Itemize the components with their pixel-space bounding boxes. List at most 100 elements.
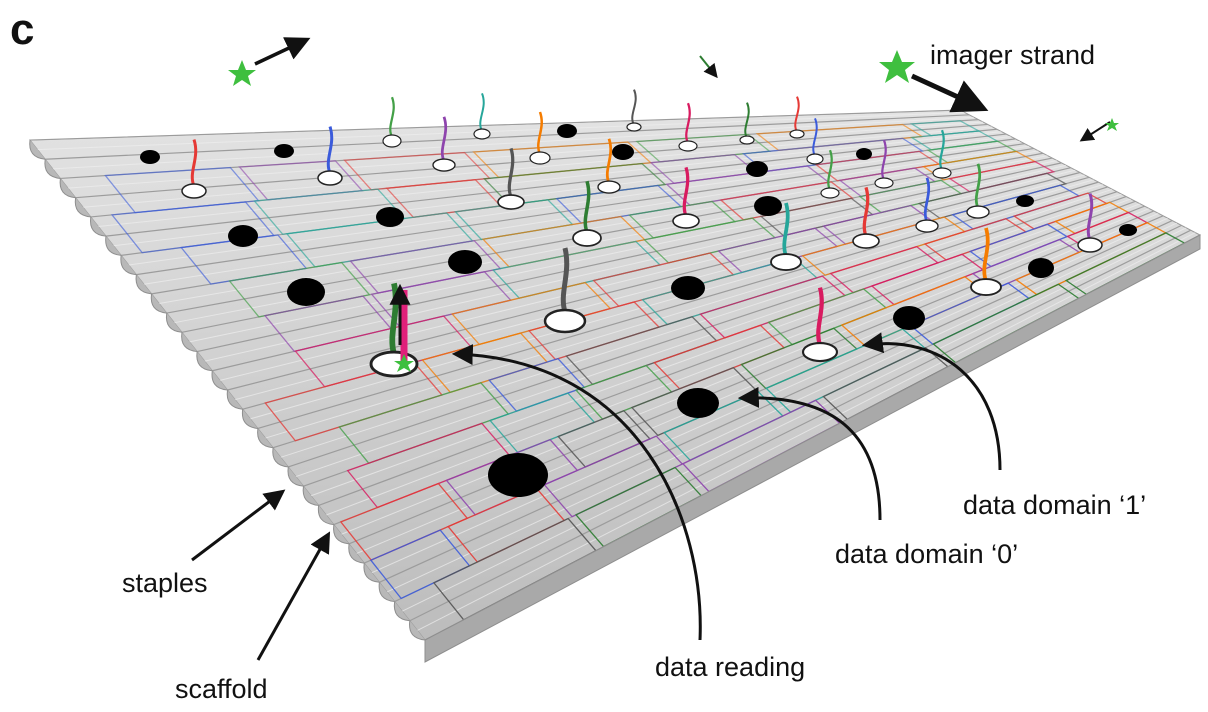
- scaffold-loop: [333, 524, 350, 545]
- data-domain-1-ring: [932, 167, 952, 179]
- data-domain-0-dot: [448, 250, 482, 274]
- data-domain-1-ring: [626, 122, 642, 132]
- callout-arrows: [191, 332, 1002, 661]
- docking-strand: [560, 247, 570, 313]
- scaffold-loop: [272, 447, 289, 468]
- helix-highlight: [310, 198, 1131, 497]
- docking-strand: [1086, 193, 1094, 241]
- scaffold-loop: [150, 293, 167, 314]
- label-data-domain-1: data domain ‘1’: [963, 490, 1147, 520]
- arrow-scaffold: [256, 531, 331, 661]
- scaffold-loop: [165, 313, 182, 333]
- helix-highlight: [219, 169, 1076, 381]
- scaffold-loop: [226, 389, 243, 410]
- data-domain-1-ring: [572, 229, 602, 247]
- docking-strand: [631, 89, 637, 126]
- reading-strand: [389, 283, 414, 372]
- data-domain-0-dot: [856, 148, 872, 160]
- docking-strand: [881, 139, 887, 181]
- data-domain-1-ring: [1077, 237, 1103, 253]
- data-domain-1-ring: [806, 153, 824, 165]
- data-domain-0-dot: [1016, 195, 1034, 207]
- data-domain-0-dot: [671, 276, 705, 300]
- docking-strand: [605, 138, 613, 184]
- docking-strand: [982, 227, 990, 282]
- docking-strand: [583, 180, 591, 233]
- docking-strand: [782, 202, 790, 257]
- scaffold-loop: [257, 428, 274, 449]
- data-domain-1-ring: [672, 213, 700, 229]
- data-domain-1-ring: [820, 187, 840, 199]
- docking-strand: [190, 139, 198, 187]
- helix-highlight: [189, 159, 1058, 343]
- data-domain-1-ring: [597, 180, 621, 194]
- helix-highlight: [204, 164, 1067, 362]
- staple-segment: [543, 435, 684, 518]
- staple-segment: [719, 181, 854, 221]
- imager-strand-large: [879, 50, 989, 113]
- docking-strand: [974, 163, 982, 209]
- data-domain-1-ring: [874, 177, 894, 189]
- helix-highlight: [265, 184, 1104, 439]
- staple-segment: [228, 261, 371, 318]
- helix-highlight: [98, 131, 1002, 228]
- data-domain-1-ring: [970, 278, 1002, 296]
- docking-strand: [744, 102, 750, 139]
- data-domain-1-ring: [473, 128, 491, 140]
- scaffold-loop: [105, 236, 122, 256]
- data-domain-0-dot: [376, 207, 404, 227]
- scaffold-loop: [241, 409, 258, 429]
- docking-strand: [326, 126, 334, 174]
- data-domain-1-ring: [529, 151, 551, 165]
- helix-highlight: [386, 222, 1178, 593]
- scaffold-loop: [135, 274, 152, 295]
- docking-strand: [816, 287, 824, 346]
- helix-groove: [409, 229, 1192, 622]
- data-domain-0-dot: [228, 225, 258, 247]
- data-domain-1-ring: [915, 219, 939, 233]
- label-imager-strand: imager strand: [930, 40, 1096, 70]
- docking-strand: [507, 147, 515, 198]
- helix-groove: [348, 210, 1155, 545]
- helix-groove: [196, 162, 1062, 353]
- data-domain-1-ring: [369, 350, 419, 378]
- scaffold-loop: [302, 486, 319, 506]
- scaffold-edge-right: [424, 234, 1201, 663]
- panel-letter: c: [10, 5, 35, 54]
- scaffold-edge: [29, 139, 426, 641]
- helix-highlight: [280, 188, 1113, 458]
- data-domain-1-ring: [801, 341, 839, 363]
- docking-strand: [389, 282, 399, 355]
- docking-strand: [440, 116, 448, 162]
- label-staples: staples: [122, 568, 208, 598]
- scaffold-loop: [120, 255, 137, 276]
- scaffold-loop: [378, 582, 395, 603]
- imager-strand-small: [699, 55, 1119, 142]
- staple-segment: [482, 162, 667, 206]
- data-domain-0-dot: [274, 144, 294, 158]
- docking-strand: [939, 129, 945, 171]
- data-domain-0-dot: [140, 150, 160, 164]
- docking-strand: [389, 96, 395, 138]
- helix-highlight: [401, 227, 1187, 612]
- data-domain-1-ring: [317, 170, 343, 186]
- label-scaffold: scaffold: [175, 674, 268, 704]
- scaffold-front-face: [424, 234, 1201, 663]
- arrow-data-domain-1: [861, 332, 1002, 471]
- imager-star-icon: [1105, 118, 1119, 131]
- helix-highlight: [83, 126, 993, 208]
- helix-highlight: [67, 121, 984, 189]
- arrow-data-domain-0: [737, 386, 882, 521]
- helix-groove: [288, 191, 1118, 468]
- scaffold-loop: [287, 466, 304, 487]
- helix-groove: [30, 110, 961, 141]
- arrow-staples: [191, 489, 286, 562]
- imager-star-icon: [879, 50, 915, 83]
- data-domain-1-ring: [543, 308, 587, 334]
- docking-strand: [682, 166, 690, 217]
- bound-imager-star-icon: [394, 354, 414, 372]
- data-domain-1-ring: [770, 253, 802, 271]
- data-domain-1-ring: [852, 233, 880, 249]
- data-domain-0-dot: [612, 144, 634, 160]
